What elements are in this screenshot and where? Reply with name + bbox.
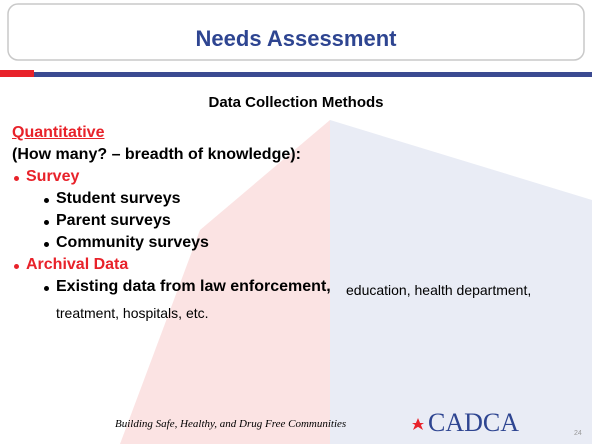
title: Needs Assessment: [195, 26, 397, 51]
bullet: [44, 198, 49, 203]
logo: CADCA: [428, 408, 520, 437]
sub-item: Student surveys: [56, 190, 181, 207]
bullet: [44, 286, 49, 291]
subtitle: Data Collection Methods: [208, 94, 384, 111]
item-label: Survey: [26, 168, 80, 185]
sub-item: Parent surveys: [56, 212, 171, 229]
bullet: [14, 264, 19, 269]
watermark-star: [120, 120, 330, 444]
intro: (How many? – breadth of knowledge):: [12, 146, 301, 163]
bullet: [44, 220, 49, 225]
bullet: [44, 242, 49, 247]
heading: Quantitative: [12, 124, 105, 141]
item-label: Archival Data: [26, 256, 129, 273]
title-box: [7, 3, 585, 61]
blue-bar: [34, 72, 592, 77]
page-number: 24: [574, 430, 582, 437]
sub-item: Community surveys: [56, 234, 209, 251]
sub-item-strong: Existing data from law enforcement,: [56, 278, 331, 295]
logo-star: [412, 418, 424, 430]
watermark-band: [330, 120, 592, 444]
sub-item-text: education, health department, treatment,…: [56, 282, 532, 321]
bullet: [14, 176, 19, 181]
tagline: Building Safe, Healthy, and Drug Free Co…: [115, 418, 347, 430]
red-bar: [0, 70, 34, 77]
